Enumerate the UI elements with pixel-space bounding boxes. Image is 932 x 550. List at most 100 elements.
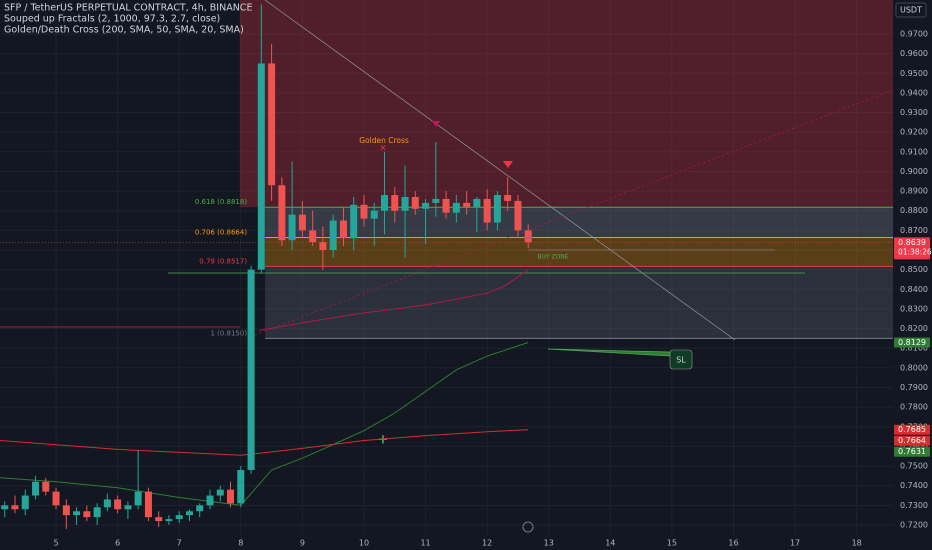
annotation: Golden Cross: [359, 136, 409, 145]
indicator-label: Golden/Death Cross (200, SMA, 50, SMA, 2…: [4, 25, 244, 36]
fractal-marker: [503, 161, 513, 168]
time-axis: [0, 535, 893, 550]
y-tick-label: 0.9700: [900, 29, 928, 38]
currency: USDT: [900, 6, 922, 15]
price-tag: [894, 424, 930, 435]
x-tick-label: 8: [238, 539, 243, 548]
candle-body: [493, 195, 501, 223]
candle-body: [401, 196, 409, 211]
x-tick-label: 9: [300, 539, 305, 548]
price-tag-label: 0.8129: [898, 338, 926, 347]
y-tick-label: 0.7800: [900, 403, 928, 412]
y-tick-label: 0.7900: [900, 383, 928, 392]
candle-body: [237, 469, 245, 504]
currency-box[interactable]: [895, 2, 927, 18]
candle-body: [216, 489, 224, 496]
x-tick-label: 14: [605, 539, 615, 548]
indicator-line: [0, 342, 529, 506]
candle-body: [124, 505, 132, 510]
candle-body: [186, 511, 194, 516]
candle-body: [524, 230, 532, 243]
candle-body: [268, 63, 276, 186]
candle-body: [144, 491, 152, 518]
candle-body: [473, 198, 481, 207]
candle-body: [319, 242, 327, 251]
x-tick-label: 17: [790, 539, 800, 548]
fib-label: 0.79 (0.8517): [199, 257, 247, 265]
y-tick-label: 0.7500: [900, 462, 928, 471]
trend-line: [264, 0, 736, 341]
candle-body: [52, 491, 60, 506]
candle-body: [442, 198, 450, 213]
y-tick-label: 0.8900: [900, 187, 928, 196]
y-tick-label: 0.8100: [900, 344, 928, 353]
price-tag: [894, 337, 930, 348]
fib-zone: [265, 207, 893, 238]
x-tick-label: 12: [482, 539, 492, 548]
candle-body: [483, 198, 491, 223]
x-tick-label: 7: [177, 539, 182, 548]
candle-body: [370, 210, 378, 219]
indicator-label: Souped up Fractals (2, 1000, 97.3, 2.7, …: [4, 14, 220, 25]
x-tick-label: 10: [359, 539, 369, 548]
candle-body: [288, 214, 296, 241]
y-tick-label: 0.7300: [900, 501, 928, 510]
y-tick-label: 0.8000: [900, 363, 928, 372]
candle-body: [309, 230, 317, 243]
candle-body: [32, 481, 40, 496]
sl-box: [669, 349, 693, 370]
y-tick-label: 0.9100: [900, 147, 928, 156]
y-tick-label: 0.9400: [900, 88, 928, 97]
candle-body: [391, 195, 399, 211]
fib-zone: [265, 237, 893, 267]
x-tick-label: 5: [53, 539, 58, 548]
y-tick-label: 0.9500: [900, 69, 928, 78]
cross-marker: ×: [379, 144, 387, 154]
fib-label: 0.706 (0.8664): [195, 228, 247, 236]
annotation: BUY ZONE: [537, 254, 568, 261]
dotted-trend-line: [254, 89, 894, 336]
chart-title: SFP / TetherUS PERPETUAL CONTRACT, 4h, B…: [4, 3, 252, 14]
x-tick-label: 15: [667, 539, 677, 548]
candle-body: [206, 495, 214, 506]
y-tick-label: 0.9300: [900, 108, 928, 117]
candle-body: [298, 214, 306, 231]
fib-zone: [265, 266, 893, 339]
fib-label: 1 (0.8150): [210, 329, 247, 337]
x-tick-label: 11: [420, 539, 430, 548]
candle-body: [329, 220, 337, 251]
y-tick-label: 0.9200: [900, 128, 928, 137]
price-tag-label: 0.7631: [898, 447, 926, 456]
candle-body: [83, 511, 91, 518]
candle-body: [175, 515, 183, 520]
candle-body: [196, 505, 204, 512]
price-tag: [894, 435, 930, 446]
candle-body: [463, 202, 471, 207]
upper-zone: [239, 0, 893, 208]
candle-body: [155, 517, 163, 522]
candle-body: [11, 505, 19, 510]
y-tick-label: 0.8700: [900, 226, 928, 235]
replay-icon[interactable]: [522, 521, 534, 533]
price-tag-label: 0.7685: [898, 425, 926, 434]
candle-body: [380, 195, 388, 211]
candle-body: [93, 507, 101, 518]
y-tick-label: 0.8300: [900, 304, 928, 313]
fib-label: 0.618 (0.8818): [195, 198, 247, 206]
indicator-line: [259, 269, 529, 331]
y-tick-label: 0.7200: [900, 520, 928, 529]
x-tick-label: 16: [728, 539, 738, 548]
price-tag: [894, 237, 930, 260]
candle-body: [422, 202, 430, 209]
candle-body: [247, 269, 255, 470]
x-tick-label: 18: [852, 539, 862, 548]
y-tick-label: 0.7400: [900, 481, 928, 490]
price-tag-label: 0.8639: [898, 238, 926, 247]
x-tick-label: 6: [115, 539, 120, 548]
y-tick-label: 0.9000: [900, 167, 928, 176]
candle-body: [134, 491, 142, 506]
y-tick-label: 0.8500: [900, 265, 928, 274]
candle-body: [514, 200, 522, 231]
